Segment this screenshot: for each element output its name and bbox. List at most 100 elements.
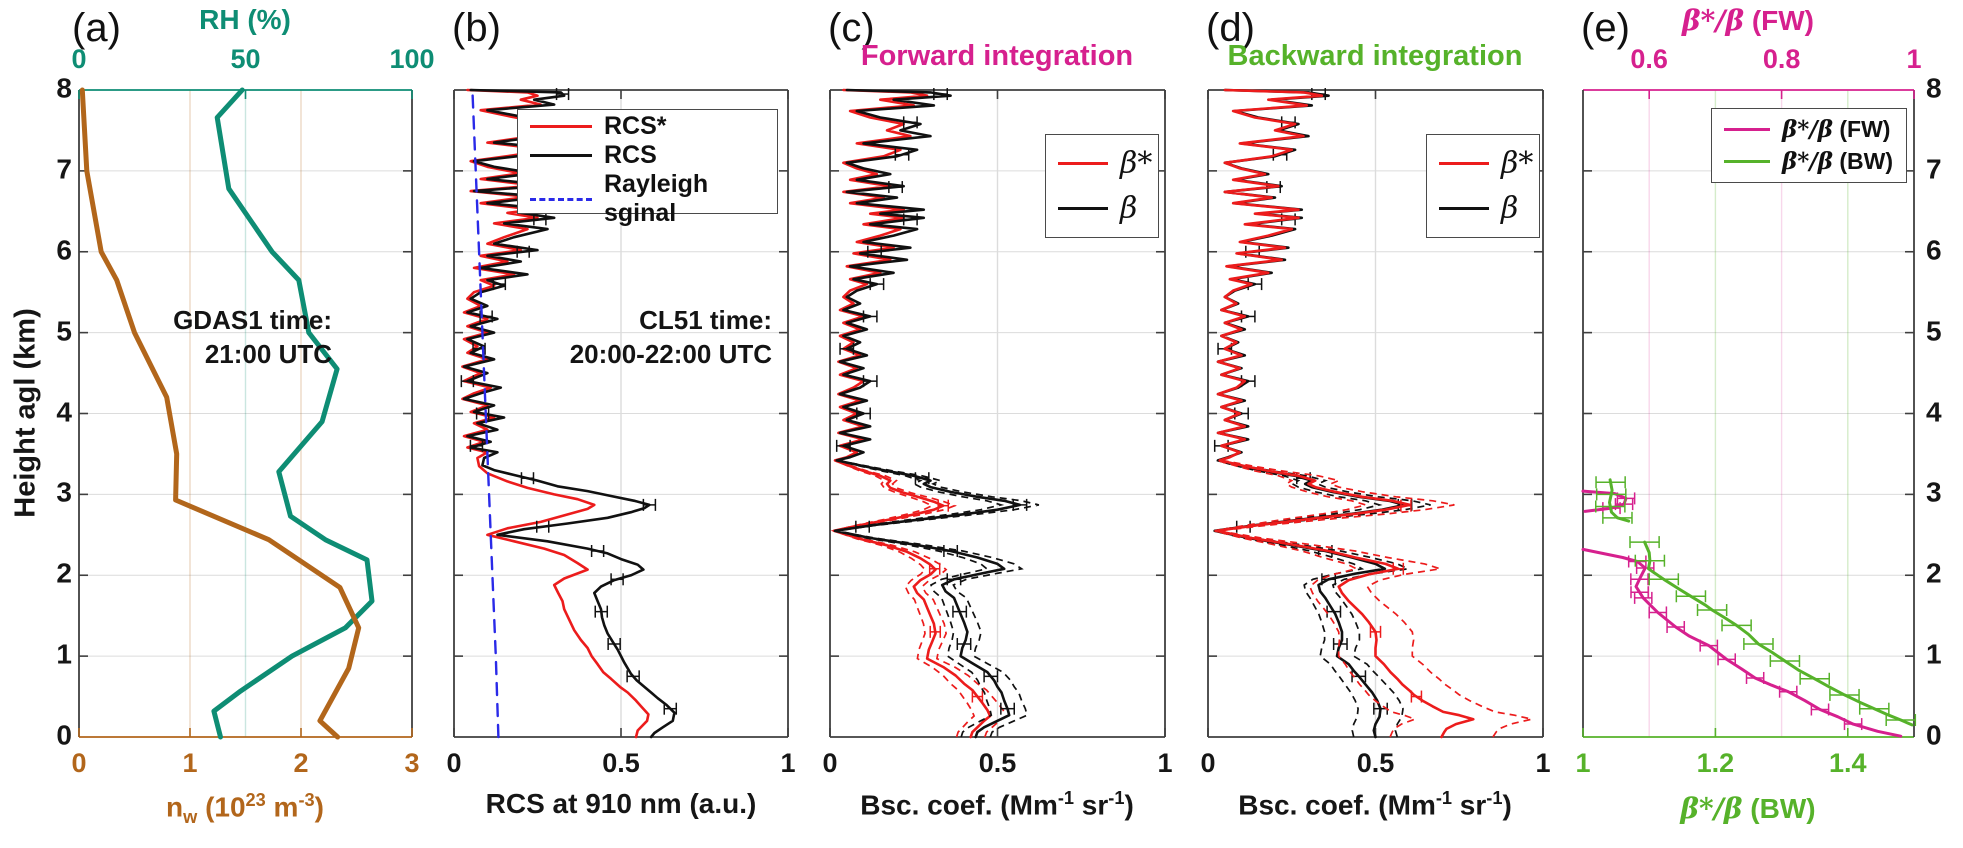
label-segment: β* (1120, 146, 1153, 182)
y-tick-label-left: 4 (56, 395, 72, 427)
gdas-time-annotation: GDAS1 time: 21:00 UTC (92, 303, 332, 371)
x-tick-label: 0.5 (1356, 748, 1395, 778)
label-segment: (FW) (1744, 5, 1815, 36)
y-tick-label-left: 6 (56, 234, 72, 266)
legend-entry: β* (1439, 146, 1533, 181)
label-segment: β*/β (1680, 792, 1743, 825)
label-segment: β*/β (1681, 4, 1745, 37)
rh-axis-label: RH (%) (199, 4, 291, 36)
uncertainty-envelope (834, 459, 1008, 738)
x-tick-label: 0.5 (978, 748, 1017, 778)
panel-a-letter: (a) (72, 6, 121, 50)
legend-line-sample (1058, 162, 1108, 166)
legend-line-sample (1724, 128, 1770, 131)
label-segment: n (166, 791, 184, 823)
series-RH (211, 87, 375, 740)
series-BW (1643, 540, 1914, 727)
legend-line-sample (1058, 206, 1108, 210)
uncertainty-envelope (830, 459, 976, 738)
legend-entry: Rayleigh sginal (530, 170, 769, 228)
cl51-time-line1: CL51 time: (639, 305, 772, 335)
legend-line-sample (1439, 162, 1489, 166)
legend-entry: β* (1058, 146, 1152, 181)
label-segment: -1 (1435, 788, 1453, 808)
label-segment: (BW) (1742, 793, 1816, 824)
x-tick-label: 1.2 (1696, 748, 1735, 778)
legend-panel-d: β* β (1426, 134, 1540, 238)
panel-b-letter: (b) (452, 6, 501, 50)
legend-entry-label: Rayleigh sginal (604, 170, 769, 228)
label-segment: (FW) (1832, 116, 1891, 142)
label-segment: β* (1501, 146, 1534, 182)
legend-panel-c: β* β (1045, 134, 1159, 238)
series-Rayleigh sginal (471, 88, 500, 739)
x-tick-label: 0.5 (602, 748, 640, 778)
legend-line-sample (1439, 206, 1489, 210)
label-segment: -3 (298, 790, 315, 810)
x-tick-label: 0 (822, 748, 838, 778)
legend-entry-label: β (1501, 191, 1518, 226)
nw-axis-label: nw (1023 m-3) (166, 790, 324, 828)
legend-line-sample (530, 154, 592, 157)
label-segment: ) (1124, 789, 1134, 821)
legend-entry: RCS* (530, 112, 769, 141)
legend-entry-label: β* (1501, 146, 1533, 181)
x-tick-label-top: 50 (230, 44, 261, 74)
label-segment: sr (1074, 789, 1109, 821)
legend-entry: β*/β (BW) (1724, 148, 1898, 175)
series-nw (79, 87, 362, 740)
label-segment: Bsc. coef. (Mm (1238, 789, 1436, 821)
x-tick-label: 1 (182, 748, 198, 778)
label-segment: -1 (1486, 788, 1503, 808)
label-segment: w (183, 806, 198, 827)
bw-axis-label: β*/β (BW) (1680, 792, 1815, 825)
y-tick-label-right: 6 (1926, 234, 1942, 266)
x-tick-label: 3 (404, 748, 420, 778)
x-tick-label: 0 (71, 748, 87, 778)
x-tick-label: 1.4 (1829, 748, 1867, 778)
y-tick-label-left: 2 (56, 557, 72, 589)
label-segment: (10 (197, 791, 246, 823)
fw-axis-label: β*/β (FW) (1682, 4, 1814, 37)
x-tick-label: 0 (1200, 748, 1216, 778)
legend-entry: β (1058, 191, 1150, 226)
legend-entry-label: β (1120, 191, 1137, 226)
panel-e-letter: (e) (1581, 6, 1630, 50)
legend-entry: β (1439, 191, 1531, 226)
label-segment: β*/β (1782, 116, 1833, 143)
label-segment: (BW) (1832, 148, 1894, 174)
gdas-time-line2: 21:00 UTC (204, 339, 332, 369)
x-tick-label: 1 (1157, 748, 1173, 778)
x-tick-label: 1 (1575, 748, 1591, 778)
legend-entry-label: β*/β (BW) (1782, 148, 1893, 175)
label-segment: RCS* (604, 112, 667, 140)
legend-entry-label: β*/β (FW) (1782, 116, 1890, 143)
panel-c-title: Forward integration (860, 40, 1134, 72)
y-tick-label-right: 0 (1926, 719, 1942, 751)
y-tick-label-left: 0 (56, 719, 72, 751)
x-tick-label: 0 (446, 748, 462, 778)
bsc-axis-label-c: Bsc. coef. (Mm-1 sr-1) (860, 788, 1134, 821)
bsc-axis-label-d: Bsc. coef. (Mm-1 sr-1) (1238, 788, 1512, 821)
y-tick-label-left: 8 (56, 72, 72, 104)
y-tick-label-left: 3 (56, 476, 72, 508)
y-tick-label-right: 8 (1926, 72, 1942, 104)
legend-line-sample (1724, 160, 1770, 163)
legend-entry: β*/β (FW) (1724, 116, 1898, 143)
legend-entry-label: RCS (604, 141, 657, 170)
x-tick-label-top: 1 (1906, 44, 1922, 74)
uncertainty-envelope (1218, 459, 1532, 738)
legend-line-sample (530, 125, 592, 128)
cl51-time-annotation: CL51 time: 20:00-22:00 UTC (530, 303, 772, 371)
gdas-time-line1: GDAS1 time: (173, 305, 332, 335)
label-segment: ) (1502, 789, 1512, 821)
label-segment: -1 (1057, 788, 1075, 808)
y-tick-label-right: 2 (1926, 557, 1942, 589)
legend-entry-label: β* (1120, 146, 1152, 181)
label-segment: m (265, 791, 299, 823)
legend-panel-e: β*/β (FW) β*/β (BW) (1711, 108, 1907, 183)
series-beta (833, 88, 1022, 739)
label-segment: -1 (1108, 788, 1125, 808)
